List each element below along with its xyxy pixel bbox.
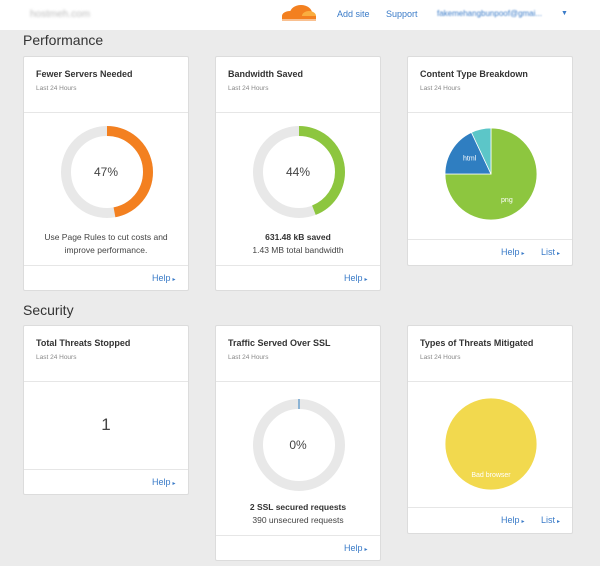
card-subtitle: Last 24 Hours <box>36 354 77 361</box>
ssl-secured-count: 2 SSL secured requests <box>249 502 347 512</box>
help-link[interactable]: Help ▸ <box>152 477 176 487</box>
donut-chart <box>61 126 153 218</box>
card-subtitle: Last 24 Hours <box>228 85 269 92</box>
help-link[interactable]: Help ▸ <box>344 273 368 283</box>
pie-chart: Bad browser <box>444 397 538 491</box>
help-link[interactable]: Help ▸ <box>501 515 525 525</box>
pie-slice-label: Bad browser <box>471 472 511 479</box>
section-title-performance: Performance <box>23 32 104 48</box>
pie-slice[interactable] <box>444 131 492 175</box>
pie-slice[interactable] <box>470 127 492 175</box>
donut-progress <box>61 126 153 218</box>
site-name[interactable]: hostmeh.com <box>30 9 91 20</box>
ssl-unsecured-count: 390 unsecured requests <box>252 515 344 525</box>
bandwidth-saved-value: 631.48 kB saved <box>265 232 331 242</box>
card-subtitle: Last 24 Hours <box>228 354 269 361</box>
pie-slice-label: html <box>463 155 477 162</box>
list-link[interactable]: List ▸ <box>541 515 561 525</box>
chevron-down-icon[interactable]: ▼ <box>561 10 568 17</box>
card-title: Traffic Served Over SSL <box>228 338 331 348</box>
card-subtitle: Last 24 Hours <box>420 354 461 361</box>
card-threat-types: Types of Threats Mitigated Last 24 Hours… <box>407 325 573 534</box>
card-ssl-traffic: Traffic Served Over SSL Last 24 Hours 0%… <box>215 325 381 561</box>
donut-chart <box>253 126 345 218</box>
pie-slice[interactable] <box>444 397 538 491</box>
card-fewer-servers: Fewer Servers Needed Last 24 Hours 47% U… <box>23 56 189 291</box>
card-subtitle: Last 24 Hours <box>420 85 461 92</box>
percent-label: 47% <box>93 165 119 179</box>
help-link[interactable]: Help ▸ <box>501 247 525 257</box>
account-menu[interactable]: fakemehangbunpoof@gmai... <box>437 9 543 18</box>
threats-count: 1 <box>101 415 111 434</box>
top-bar: hostmeh.com Add site Support fakemehangb… <box>0 0 600 30</box>
cloudflare-logo-icon[interactable] <box>279 4 317 22</box>
card-text-line: Use Page Rules to cut costs and <box>44 232 168 242</box>
card-title: Bandwidth Saved <box>228 69 304 79</box>
donut-progress <box>253 126 345 218</box>
bandwidth-total-value: 1.43 MB total bandwidth <box>252 245 344 255</box>
card-bandwidth-saved: Bandwidth Saved Last 24 Hours 44% 631.48… <box>215 56 381 291</box>
pie-chart: png html <box>444 127 538 221</box>
card-total-threats: Total Threats Stopped Last 24 Hours 1 He… <box>23 325 189 495</box>
card-subtitle: Last 24 Hours <box>36 85 77 92</box>
card-title: Types of Threats Mitigated <box>420 338 534 348</box>
help-link[interactable]: Help ▸ <box>152 273 176 283</box>
help-link[interactable]: Help ▸ <box>344 543 368 553</box>
card-text-line: improve performance. <box>64 245 148 255</box>
list-link[interactable]: List ▸ <box>541 247 561 257</box>
section-title-security: Security <box>23 302 74 318</box>
pie-slice-label: png <box>501 197 513 204</box>
card-title: Total Threats Stopped <box>36 338 131 348</box>
card-title: Fewer Servers Needed <box>36 69 133 79</box>
card-title: Content Type Breakdown <box>420 69 528 79</box>
support-link[interactable]: Support <box>386 9 418 19</box>
donut-chart <box>253 399 345 491</box>
card-content-type: Content Type Breakdown Last 24 Hours png… <box>407 56 573 266</box>
percent-label: 44% <box>285 165 311 179</box>
add-site-link[interactable]: Add site <box>337 9 370 19</box>
percent-label: 0% <box>289 438 307 452</box>
